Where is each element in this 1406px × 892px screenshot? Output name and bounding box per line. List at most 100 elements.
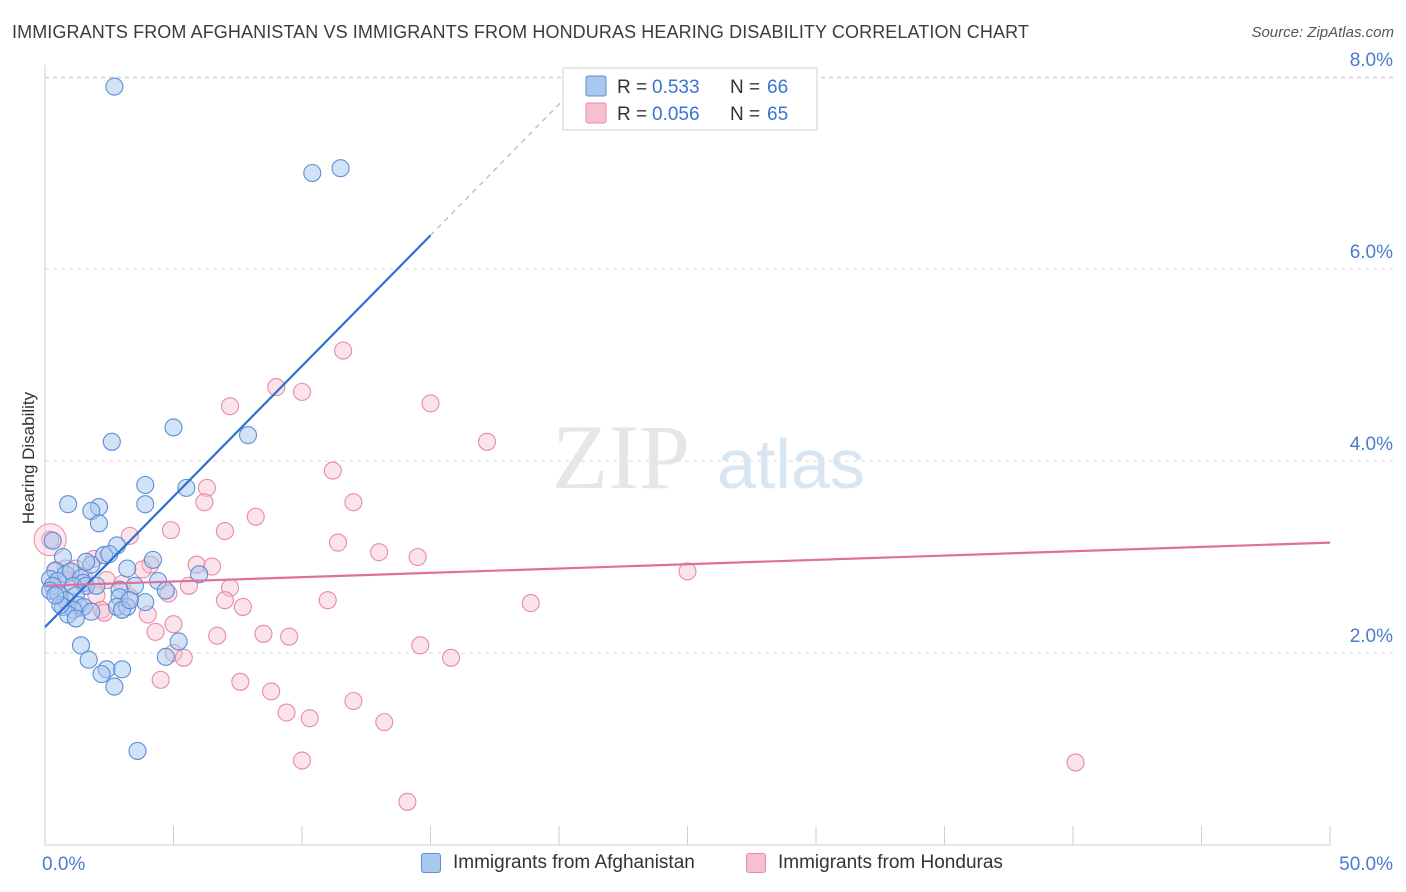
legend-top: R = 0.533 N = 66 R = 0.056 N = 65 — [562, 67, 818, 131]
legend-n-label-honduras: N = — [730, 104, 760, 125]
data-point-honduras — [1066, 753, 1085, 772]
data-point-honduras — [120, 526, 139, 545]
legend-r-value-afghanistan: 0.533 — [652, 77, 700, 98]
data-point-afghanistan — [169, 632, 188, 651]
legend-swatch-afghanistan — [421, 853, 441, 873]
chart-title: IMMIGRANTS FROM AFGHANISTAN VS IMMIGRANT… — [12, 22, 1029, 42]
watermark: ZIP atlas — [552, 406, 865, 508]
data-point-afghanistan — [303, 163, 322, 183]
data-point-honduras — [334, 341, 353, 360]
data-point-honduras — [164, 615, 183, 634]
data-point-afghanistan — [238, 426, 258, 445]
data-point-honduras — [280, 627, 299, 646]
data-point-afghanistan — [331, 159, 350, 178]
data-point-afghanistan — [164, 418, 183, 437]
grid — [45, 76, 1395, 654]
data-point-honduras — [292, 382, 312, 401]
data-point-afghanistan — [77, 552, 96, 571]
data-point-honduras — [215, 591, 234, 610]
legend-swatch-honduras — [585, 102, 607, 124]
data-point-honduras — [521, 594, 540, 613]
y-axis-label: Hearing Disability — [19, 391, 38, 524]
data-point-honduras — [233, 597, 252, 616]
data-point-honduras — [398, 792, 417, 811]
watermark-atlas: atlas — [717, 425, 865, 503]
data-point-afghanistan — [136, 475, 155, 495]
data-point-afghanistan — [46, 586, 65, 605]
data-point-afghanistan — [59, 495, 78, 514]
y-tick-label: 8.0% — [1350, 50, 1393, 71]
legend-label-afghanistan: Immigrants from Afghanistan — [453, 852, 695, 873]
data-point-honduras — [408, 547, 427, 567]
data-point-afghanistan — [120, 591, 139, 610]
legend-n-value-honduras: 65 — [767, 104, 788, 125]
x-tick-label: 0.0% — [42, 854, 85, 875]
data-point-honduras — [344, 691, 363, 711]
axes — [44, 65, 1331, 846]
watermark-zip: ZIP — [552, 406, 690, 508]
data-point-honduras — [254, 624, 273, 643]
data-point-afghanistan — [156, 647, 175, 666]
legend-swatch-honduras — [746, 853, 766, 873]
data-point-honduras — [411, 636, 430, 655]
data-point-honduras — [375, 713, 394, 732]
legend-r-label-afghanistan: R = — [617, 77, 647, 98]
data-point-honduras — [678, 562, 697, 581]
data-point-afghanistan — [177, 478, 196, 497]
legend-item-afghanistan: Immigrants from Afghanistan — [421, 852, 695, 874]
data-point-honduras — [197, 478, 216, 497]
data-point-honduras — [323, 461, 342, 480]
data-point-afghanistan — [156, 581, 175, 600]
data-point-honduras — [262, 682, 281, 701]
source-label: Source: ZipAtlas.com — [1251, 24, 1394, 41]
data-point-honduras — [146, 622, 165, 641]
data-point-honduras — [277, 703, 296, 722]
y-tick-label: 6.0% — [1350, 242, 1393, 263]
data-point-honduras — [370, 543, 389, 562]
data-point-honduras — [442, 648, 461, 667]
data-point-honduras — [220, 397, 240, 416]
legend-r-label-honduras: R = — [617, 104, 647, 125]
trend-line-afghanistan-extension — [430, 77, 586, 236]
legend-bottom: Immigrants from Afghanistan Immigrants f… — [0, 852, 1406, 878]
data-point-honduras — [208, 626, 227, 645]
data-point-afghanistan — [43, 531, 62, 550]
data-point-honduras — [151, 670, 170, 689]
data-point-afghanistan — [102, 432, 121, 451]
data-point-honduras — [344, 493, 363, 512]
data-point-afghanistan — [118, 559, 137, 578]
data-point-honduras — [292, 751, 312, 770]
data-point-honduras — [328, 533, 348, 552]
data-point-afghanistan — [113, 660, 132, 679]
data-point-honduras — [477, 432, 497, 451]
legend-swatch-afghanistan — [585, 75, 607, 97]
data-point-afghanistan — [87, 576, 106, 595]
y-tick-label: 2.0% — [1350, 626, 1393, 647]
legend-n-label-afghanistan: N = — [730, 77, 760, 98]
data-point-honduras — [174, 648, 193, 667]
data-point-afghanistan — [105, 677, 124, 696]
data-point-honduras — [267, 378, 286, 397]
tick-labels: 2.0% 4.0% 6.0% 8.0% 0.0% 50.0% — [42, 50, 1393, 875]
data-point-afghanistan — [89, 514, 109, 533]
data-point-afghanistan — [100, 545, 119, 564]
data-point-honduras — [195, 493, 214, 512]
trend-line-afghanistan — [44, 234, 432, 628]
data-point-afghanistan — [53, 547, 73, 567]
data-point-afghanistan — [136, 593, 155, 612]
legend-label-honduras: Immigrants from Honduras — [778, 852, 1003, 873]
data-point-afghanistan — [92, 665, 111, 684]
data-point-afghanistan — [143, 550, 162, 569]
x-tick-label: 50.0% — [1339, 854, 1393, 875]
data-point-honduras — [161, 521, 180, 540]
data-point-honduras — [246, 507, 265, 526]
data-point-honduras — [318, 591, 337, 610]
data-point-honduras — [215, 522, 234, 541]
trend-line-honduras — [44, 541, 1331, 587]
data-point-afghanistan — [71, 636, 91, 655]
series-afghanistan-points — [41, 77, 350, 760]
data-point-afghanistan — [136, 495, 155, 514]
data-point-honduras — [231, 672, 250, 691]
data-point-afghanistan — [128, 741, 147, 760]
